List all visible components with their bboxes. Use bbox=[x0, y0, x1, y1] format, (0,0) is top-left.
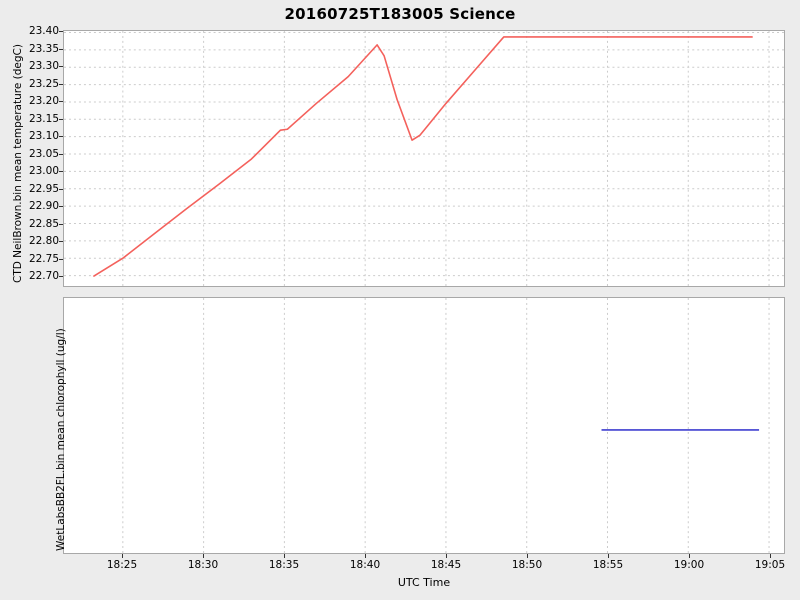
xtick-label: 18:35 bbox=[268, 559, 300, 571]
chlorophyll-plot-panel bbox=[63, 297, 785, 554]
xtick-label: 19:05 bbox=[754, 559, 786, 571]
ytick-label: 22.90 bbox=[28, 200, 59, 212]
ytick-label: 23.10 bbox=[28, 130, 59, 142]
ytick-label: 23.20 bbox=[28, 95, 59, 107]
temperature-gridlines bbox=[64, 31, 784, 286]
ytick-label: 23.15 bbox=[28, 112, 59, 125]
ytick-label: 22.70 bbox=[28, 270, 59, 282]
xtick-label: 18:50 bbox=[511, 559, 543, 571]
ytick-label: 22.75 bbox=[28, 252, 59, 265]
ytick-label: 22.80 bbox=[28, 235, 59, 247]
chlorophyll-gridlines bbox=[122, 298, 770, 553]
xtick-label: 18:40 bbox=[349, 559, 381, 571]
xtick-label: 19:00 bbox=[673, 559, 705, 571]
chlorophyll-plot-canvas bbox=[122, 298, 770, 553]
xtick-label: 18:25 bbox=[106, 559, 138, 571]
xtick-label: 18:30 bbox=[187, 559, 219, 571]
ytick-label: 23.40 bbox=[28, 25, 59, 37]
ytick-label: 22.95 bbox=[28, 182, 59, 195]
ytick-label: 22.85 bbox=[28, 217, 59, 230]
xtick-label: 18:45 bbox=[430, 559, 462, 571]
temperature-series-line bbox=[93, 36, 753, 277]
ytick-label: 23.30 bbox=[28, 60, 59, 72]
temperature-ytick-group: 23.40 23.35 23.30 23.25 23.20 23.15 23.1… bbox=[20, 0, 59, 600]
ytick-label: 23.35 bbox=[28, 42, 59, 55]
x-axis-label: UTC Time bbox=[397, 576, 451, 589]
temperature-plot-canvas bbox=[64, 31, 784, 286]
page-title: 20160725T183005 Science bbox=[284, 5, 516, 23]
xtick-label-group: 18:25 18:30 18:35 18:40 18:45 18:50 18:5… bbox=[0, 559, 800, 575]
ytick-label: 23.00 bbox=[28, 165, 59, 177]
ytick-label: 23.05 bbox=[28, 147, 59, 160]
temperature-plot-panel bbox=[63, 30, 785, 287]
xtick-label: 18:55 bbox=[592, 559, 624, 571]
ytick-label: 23.25 bbox=[28, 77, 59, 90]
